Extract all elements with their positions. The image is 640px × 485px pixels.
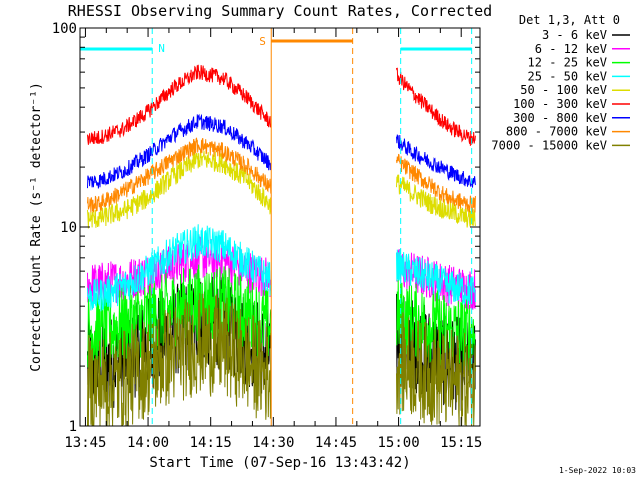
- series-9-line-1: [87, 293, 272, 427]
- series-9: [87, 293, 476, 427]
- series-9-line-2: [396, 312, 476, 427]
- legend-label-3: 12 - 25 keV: [528, 56, 607, 70]
- series-layer: [87, 64, 476, 427]
- series-5: [87, 149, 476, 229]
- x-tick-label-1: 13:45: [64, 435, 106, 451]
- annotation-1: N: [80, 28, 165, 426]
- series-6-line-1: [87, 64, 272, 145]
- y-tick-label-2: 10: [60, 220, 77, 236]
- legend-label-5: 50 - 100 keV: [520, 83, 607, 97]
- x-tick-label-6: 15:00: [378, 435, 420, 451]
- series-6-line-2: [396, 67, 476, 146]
- legend-label-1: 3 - 6 keV: [542, 28, 607, 42]
- legend-label-8: 800 - 7000 keV: [506, 125, 607, 139]
- x-tick-label-5: 14:45: [315, 435, 357, 451]
- legend-label-9: 7000 - 15000 keV: [491, 138, 607, 152]
- legend-label-7: 300 - 800 keV: [513, 111, 607, 125]
- y-tick-label-1: 1: [69, 419, 77, 435]
- series-7-line-1: [87, 113, 272, 189]
- annotation-3: S: [259, 28, 354, 426]
- series-6: [87, 64, 476, 146]
- x-tick-label-7: 15:15: [440, 435, 482, 451]
- series-7: [87, 113, 476, 189]
- series-8: [87, 137, 476, 213]
- annotation-3-label: S: [259, 35, 266, 48]
- legend-label-2: 6 - 12 keV: [535, 42, 607, 56]
- x-tick-label-2: 14:00: [127, 435, 169, 451]
- footer-timestamp: 1-Sep-2022 10:03: [559, 466, 636, 475]
- series-8-line-1: [87, 137, 272, 213]
- x-tick-label-4: 14:30: [252, 435, 294, 451]
- annotation-2: [400, 28, 473, 426]
- series-4-line-1: [87, 224, 272, 312]
- legend-label-4: 25 - 50 keV: [528, 69, 607, 83]
- legend-header: Det 1,3, Att 0: [519, 13, 620, 27]
- annotation-layer: NS: [80, 28, 473, 426]
- x-axis-label: Start Time (07-Sep-16 13:43:42): [149, 455, 410, 471]
- annotation-1-label: N: [158, 42, 165, 55]
- x-axis: 13:45 14:00 14:15 14:30 14:45 15:00 15:15: [64, 28, 482, 451]
- series-5-line-2: [396, 174, 476, 228]
- y-axis: 1 10 100: [52, 21, 480, 435]
- series-4: [87, 224, 476, 312]
- series-4-line-2: [396, 248, 476, 305]
- y-tick-label-3: 100: [52, 21, 77, 37]
- y-axis-label: Corrected Count Rate (s⁻¹ detector⁻¹): [29, 82, 44, 372]
- series-3-line-2: [396, 279, 476, 372]
- series-8-line-2: [396, 153, 476, 213]
- series-3-line-1: [87, 264, 272, 369]
- x-tick-label-3: 14:15: [190, 435, 232, 451]
- legend-label-6: 100 - 300 keV: [513, 97, 607, 111]
- series-7-line-2: [396, 134, 476, 188]
- chart-title: RHESSI Observing Summary Count Rates, Co…: [68, 2, 492, 20]
- series-5-line-1: [87, 149, 272, 229]
- series-3: [87, 264, 476, 372]
